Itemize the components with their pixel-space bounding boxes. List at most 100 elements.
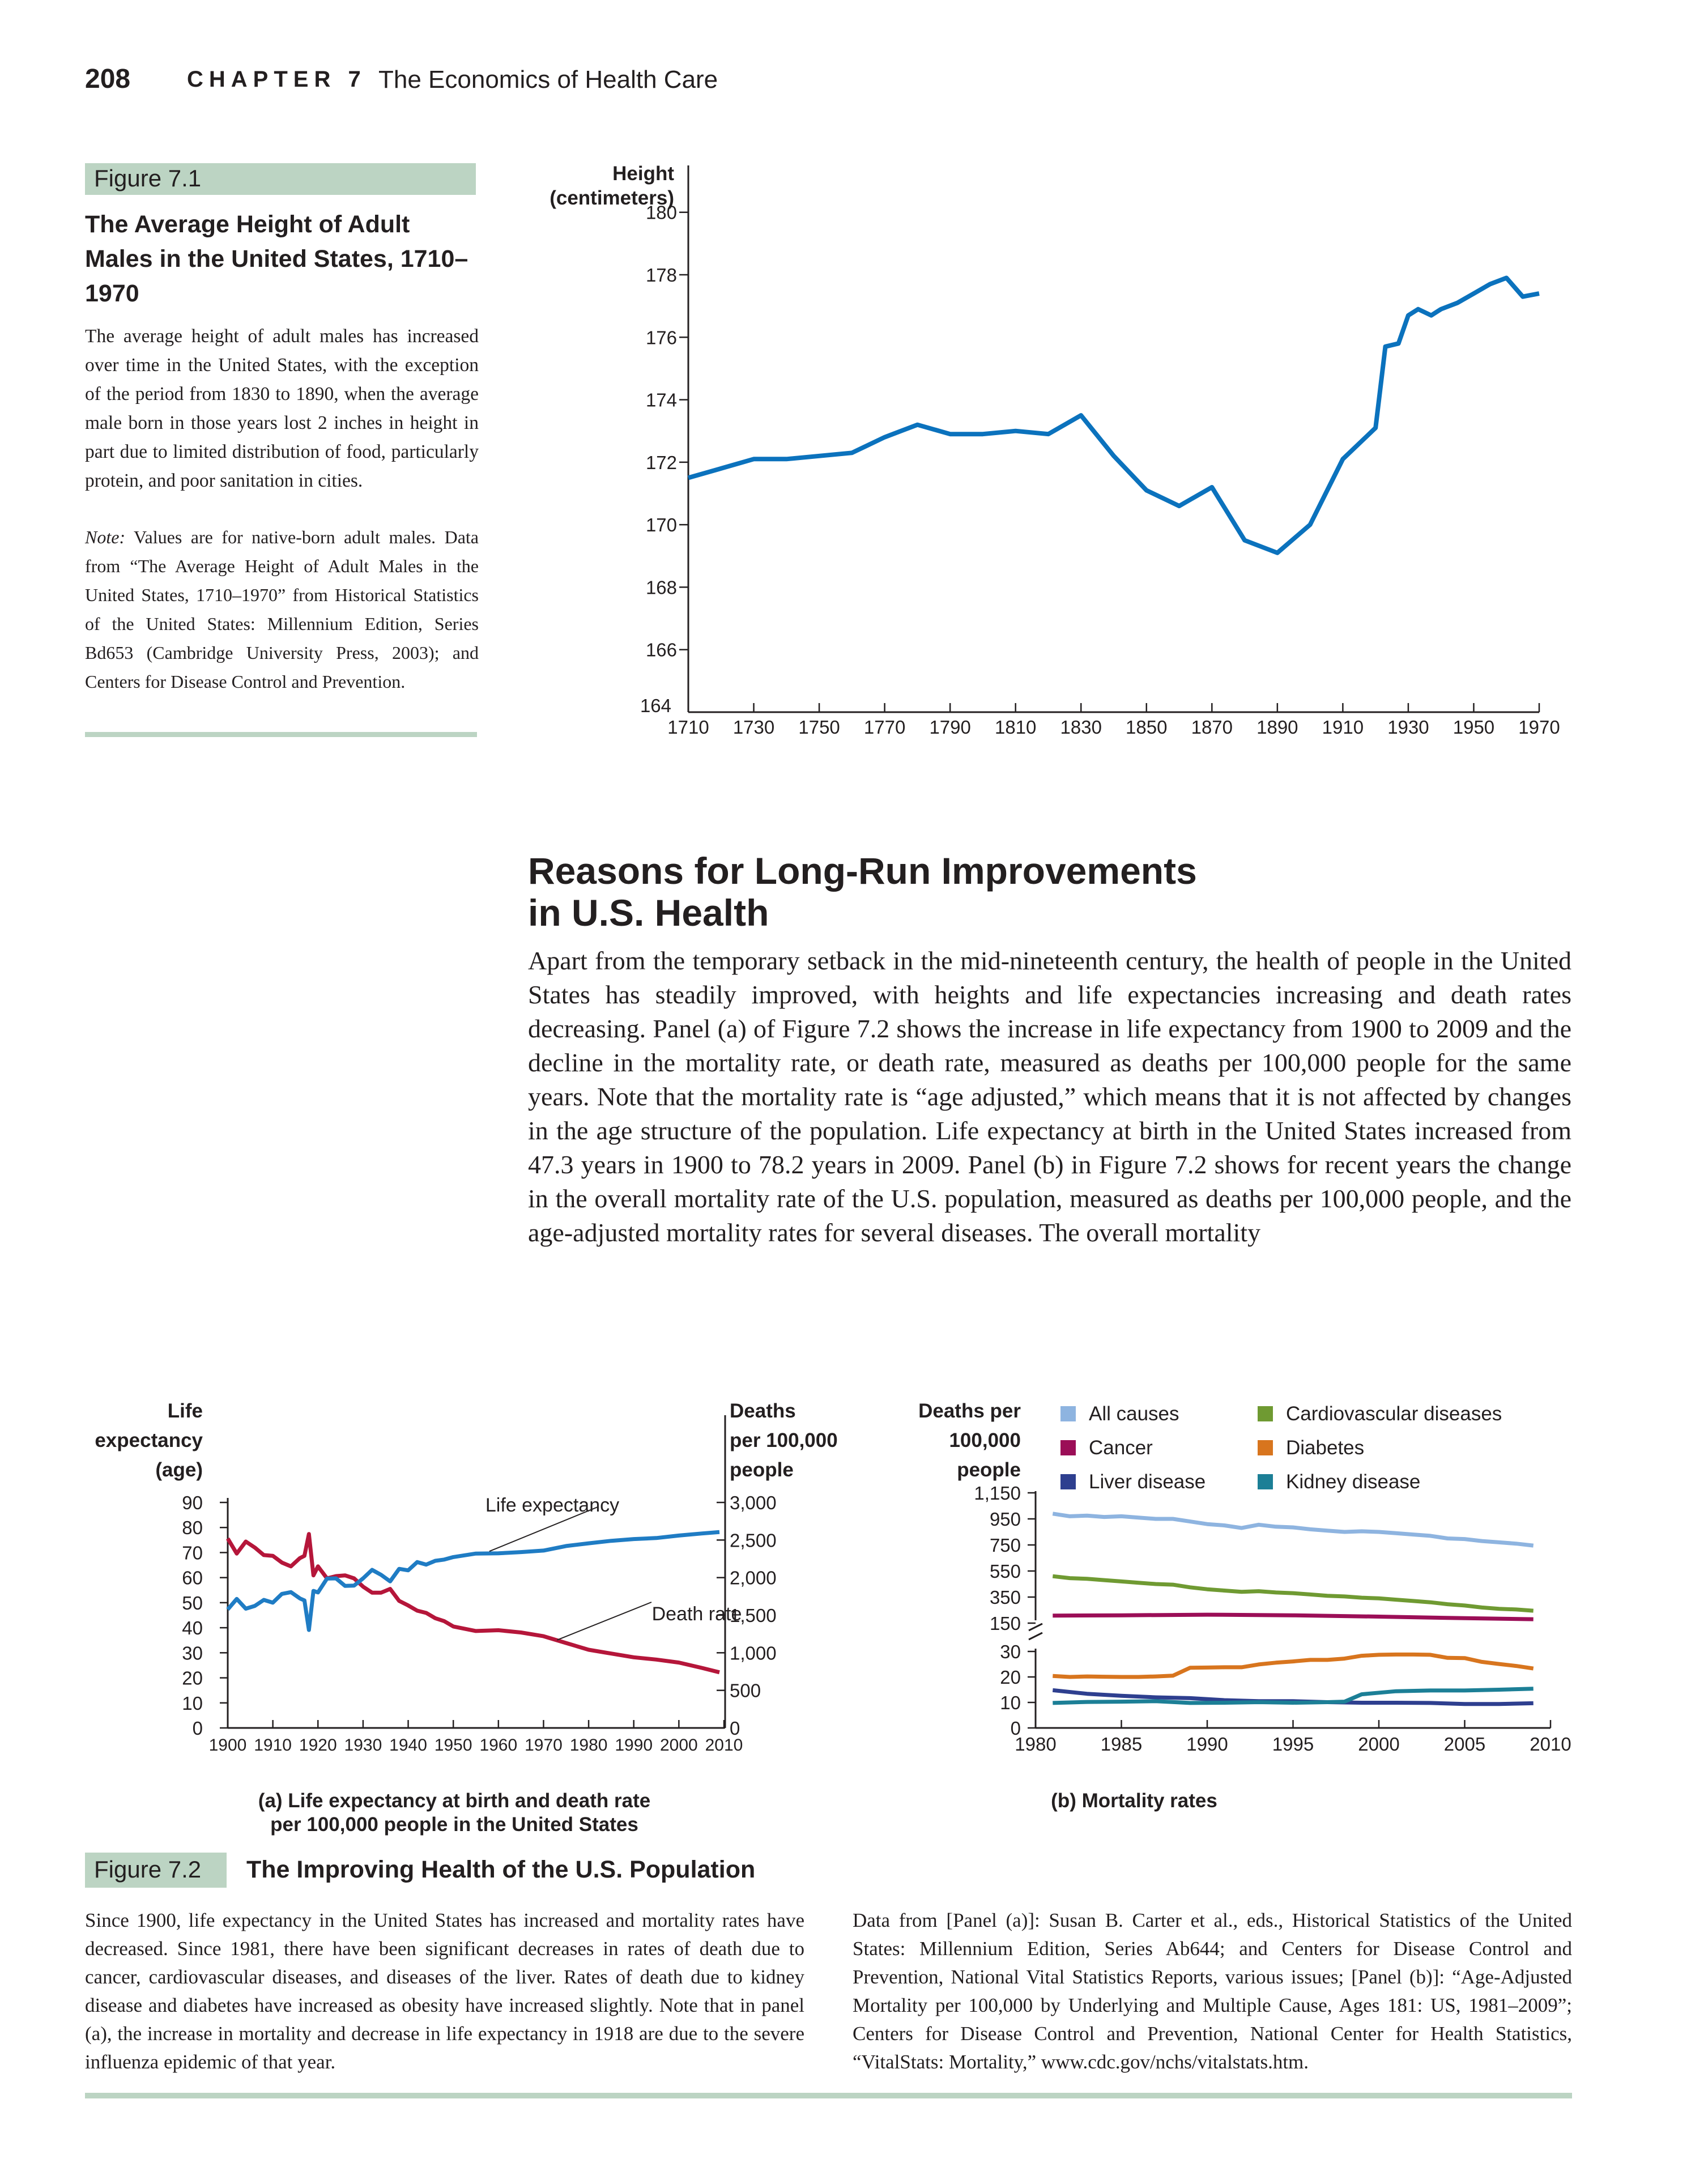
right-tick-label: 3,000 xyxy=(730,1492,777,1513)
x-tick-label: 1970 xyxy=(525,1736,563,1755)
left-axis-label: Life expectancy (age) xyxy=(95,1400,203,1481)
x-tick-label: 1950 xyxy=(435,1736,472,1755)
legend-label: Diabetes xyxy=(1286,1437,1364,1459)
x-tick-label: 1980 xyxy=(570,1736,608,1755)
x-tick-label: 1810 xyxy=(995,717,1036,738)
x-tick-label: 1940 xyxy=(389,1736,427,1755)
legend-label: Liver disease xyxy=(1089,1471,1206,1493)
y-tick-label: 180 xyxy=(646,202,677,223)
x-tick-label: 1730 xyxy=(733,717,774,738)
left-axis-label-line: Life xyxy=(168,1400,203,1422)
height-chart-ticks: 164 166 168 170 172 174 176 178 180 1710 1730 1750 1… xyxy=(640,202,1560,738)
right-axis-label-line: Deaths xyxy=(730,1400,796,1422)
y-tick-label: 750 xyxy=(990,1535,1021,1556)
legend-label: Kidney disease xyxy=(1286,1471,1420,1493)
right-axis-label: Deaths per 100,000 people xyxy=(730,1400,838,1481)
section-heading-line-2: in U.S. Health xyxy=(528,892,769,934)
panel-a-caption-line: (a) Life expectancy at birth and death r… xyxy=(258,1790,650,1812)
right-axis-label-line: people xyxy=(730,1459,794,1481)
panel-b-lines xyxy=(1052,1512,1534,1706)
axis-break-mark xyxy=(1028,1623,1043,1641)
legend-swatch xyxy=(1258,1440,1273,1455)
kidney-disease-line xyxy=(1053,1687,1534,1705)
panel-a-lines: Life expectancy Death rate xyxy=(225,1495,742,1675)
right-axis-label-line: per 100,000 xyxy=(730,1429,838,1451)
height-chart-axes: Height (centimeters) xyxy=(550,163,1539,713)
figure-label-bar xyxy=(85,1853,227,1888)
figure-rule xyxy=(85,2093,1572,2098)
right-tick-label: 500 xyxy=(730,1680,761,1701)
panel-a-ticks: 0 10 20 30 40 50 60 70 80 90 0 500 1,000 1,500 2,000 2,… xyxy=(182,1492,776,1755)
y-tick-label: 10 xyxy=(1000,1692,1021,1713)
x-tick-label: 1960 xyxy=(479,1736,517,1755)
panel-a-caption: (a) Life expectancy at birth and death r… xyxy=(258,1790,650,1836)
figure-rule xyxy=(85,732,477,737)
left-tick-label: 80 xyxy=(182,1517,203,1538)
y-tick-label: 178 xyxy=(646,265,677,286)
y-tick-label: 30 xyxy=(1000,1641,1021,1662)
x-tick-label: 2010 xyxy=(705,1736,743,1755)
x-tick-label: 1770 xyxy=(864,717,905,738)
legend-swatch xyxy=(1060,1474,1076,1489)
panel-a-caption-line: per 100,000 people in the United States xyxy=(270,1813,638,1836)
x-tick-label: 2005 xyxy=(1444,1734,1485,1755)
figure-title: The Improving Health of the U.S. Populat… xyxy=(246,1856,756,1883)
legend-label: Cancer xyxy=(1089,1437,1153,1459)
y-tick-label: 166 xyxy=(646,640,677,661)
death-rate-annotation: Death rate xyxy=(652,1603,742,1625)
height-line xyxy=(687,275,1540,555)
y-tick-label: 168 xyxy=(646,577,677,598)
x-tick-label: 1870 xyxy=(1191,717,1233,738)
diabetes-line xyxy=(1053,1652,1534,1679)
left-axis-label-line: expectancy xyxy=(95,1429,203,1451)
x-tick-label: 1920 xyxy=(299,1736,337,1755)
chapter-title: The Economics of Health Care xyxy=(378,66,718,93)
x-tick-label: 1930 xyxy=(344,1736,382,1755)
y-tick-label: 176 xyxy=(646,327,677,348)
annotation-leader xyxy=(489,1506,598,1552)
left-tick-label: 90 xyxy=(182,1492,203,1513)
y-axis-label-line: (centimeters) xyxy=(550,187,674,209)
figure-label: Figure 7.1 xyxy=(94,165,202,191)
left-tick-label: 70 xyxy=(182,1542,203,1563)
x-tick-label: 2000 xyxy=(1358,1734,1399,1755)
legend-label: All causes xyxy=(1089,1403,1179,1425)
figure-source: Data from [Panel (a)]: Susan B. Carter e… xyxy=(853,1909,1572,2073)
y-tick-label: 172 xyxy=(646,452,677,473)
panel-b-ticks: 0 10 20 30 150 350 550 750 950 1,150 1980 1985 1990 1… xyxy=(974,1483,1571,1755)
right-tick-label: 1,500 xyxy=(730,1605,777,1626)
cancer-line xyxy=(1053,1612,1534,1621)
panel-a-axes: Life expectancy (age) Deaths per 100,000 peop… xyxy=(95,1400,837,1836)
all-causes-line xyxy=(1052,1512,1534,1548)
y-tick-label: 0 xyxy=(1011,1718,1021,1739)
life-expectancy-line xyxy=(226,1530,720,1632)
life-expectancy-chart: Life expectancy (age) Deaths per 100,000 peop… xyxy=(95,1400,837,1836)
figure-note: Note: Values are for native-born adult m… xyxy=(85,523,479,696)
y-tick-label: 1,150 xyxy=(974,1483,1021,1504)
section-body: Apart from the temporary setback in the … xyxy=(528,946,1571,1247)
right-tick-label: 1,000 xyxy=(730,1642,777,1663)
mortality-chart: Deaths per 100,000 people (b) Mortality rat… xyxy=(918,1400,1571,1812)
height-chart-lines xyxy=(687,275,1540,555)
legend-swatch xyxy=(1060,1440,1076,1455)
panel-b-legend: All causes Cancer Liver disease Cardiovascu… xyxy=(1060,1403,1502,1493)
left-axis-label-line: (age) xyxy=(155,1459,203,1481)
x-tick-label: 2000 xyxy=(660,1736,698,1755)
life-expectancy-annotation: Life expectancy xyxy=(485,1495,619,1516)
legend-swatch xyxy=(1258,1406,1273,1421)
x-tick-label: 1890 xyxy=(1256,717,1298,738)
section-heading: Reasons for Long-Run Improvements in U.S… xyxy=(528,850,1321,934)
x-tick-label: 1980 xyxy=(1015,1734,1056,1755)
x-tick-label: 1950 xyxy=(1453,717,1494,738)
y-axis-label-line: people xyxy=(957,1459,1021,1481)
figure-title: The Average Height of Adult Males in the… xyxy=(85,211,468,307)
y-tick-label: 550 xyxy=(990,1561,1021,1582)
y-tick-label: 174 xyxy=(646,390,677,411)
y-axis-label-line: 100,000 xyxy=(949,1429,1021,1451)
figure-caption: Since 1900, life expectancy in the Unite… xyxy=(85,1909,804,2073)
y-axis-label-line: Deaths per xyxy=(918,1400,1021,1422)
left-tick-label: 40 xyxy=(182,1617,203,1638)
x-tick-label: 1930 xyxy=(1387,717,1429,738)
x-tick-label: 1710 xyxy=(667,717,709,738)
y-tick-label: 350 xyxy=(990,1587,1021,1608)
